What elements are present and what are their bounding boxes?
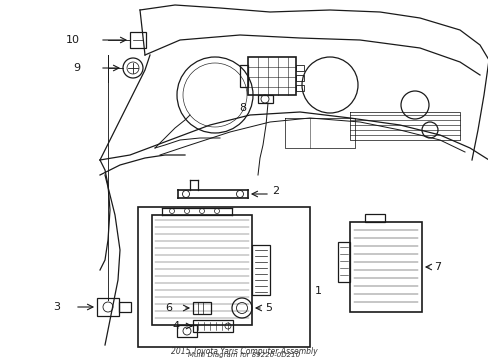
Text: 2015 Toyota Yaris Computer Assembly: 2015 Toyota Yaris Computer Assembly <box>171 347 317 356</box>
Text: Multi Diagram for 89220-0D210: Multi Diagram for 89220-0D210 <box>188 352 300 358</box>
Bar <box>295 85 304 91</box>
Bar <box>130 32 146 48</box>
Bar <box>152 215 251 325</box>
Bar <box>193 302 210 314</box>
Text: 9: 9 <box>73 63 80 73</box>
Bar <box>247 57 295 95</box>
Bar <box>177 325 197 337</box>
Text: 2: 2 <box>271 186 279 196</box>
Bar <box>193 320 232 332</box>
Bar <box>119 302 131 312</box>
Text: 8: 8 <box>239 103 246 113</box>
Bar <box>251 245 269 295</box>
Bar <box>240 65 247 87</box>
Text: 1: 1 <box>314 286 321 296</box>
Bar <box>258 95 272 103</box>
Text: 6: 6 <box>164 303 172 313</box>
Text: 4: 4 <box>173 321 180 331</box>
Bar <box>97 298 119 316</box>
Text: 5: 5 <box>264 303 271 313</box>
Bar <box>337 242 349 282</box>
Bar <box>295 75 304 81</box>
Text: 10: 10 <box>66 35 80 45</box>
Bar <box>138 207 309 347</box>
Bar <box>295 65 304 71</box>
Bar <box>364 214 384 222</box>
Text: 7: 7 <box>433 262 440 272</box>
Bar <box>349 222 421 312</box>
Text: 3: 3 <box>53 302 60 312</box>
